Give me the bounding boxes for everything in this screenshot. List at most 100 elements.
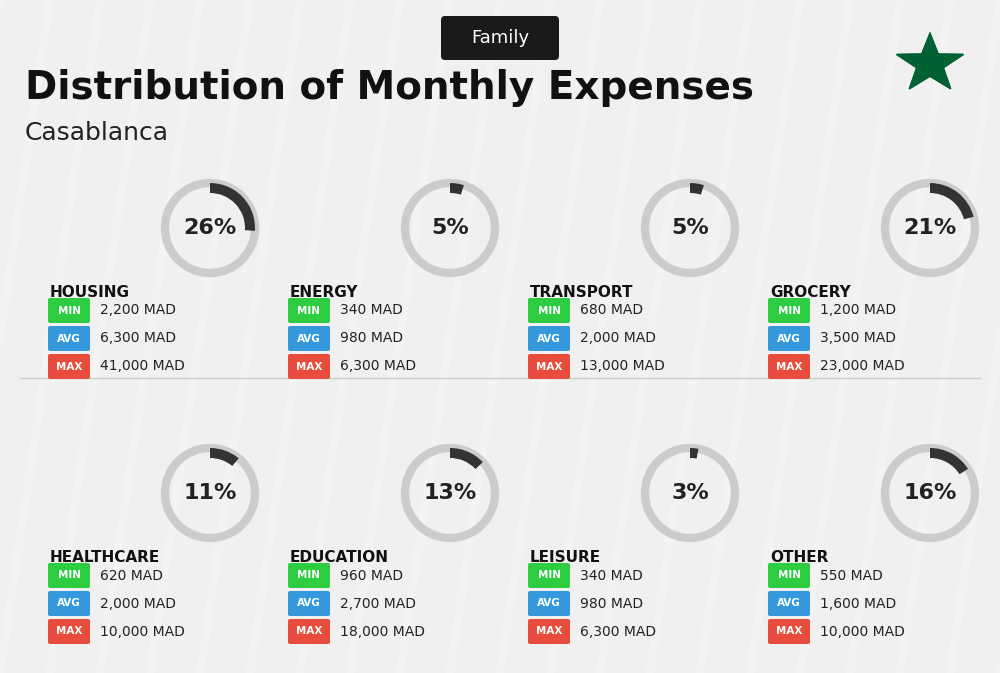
FancyBboxPatch shape	[768, 591, 810, 616]
Text: MIN: MIN	[778, 306, 801, 316]
FancyBboxPatch shape	[48, 619, 90, 644]
FancyBboxPatch shape	[288, 563, 330, 588]
Text: 2,700 MAD: 2,700 MAD	[340, 596, 416, 610]
Text: 340 MAD: 340 MAD	[580, 569, 643, 583]
Text: 2,200 MAD: 2,200 MAD	[100, 304, 176, 318]
Text: ENERGY: ENERGY	[290, 285, 358, 300]
Text: MAX: MAX	[296, 361, 322, 371]
Text: 1,600 MAD: 1,600 MAD	[820, 596, 896, 610]
Text: 3%: 3%	[671, 483, 709, 503]
Text: 26%: 26%	[183, 218, 237, 238]
FancyBboxPatch shape	[48, 563, 90, 588]
Text: MAX: MAX	[536, 361, 562, 371]
Text: Casablanca: Casablanca	[25, 121, 169, 145]
Text: TRANSPORT: TRANSPORT	[530, 285, 634, 300]
Wedge shape	[930, 448, 968, 474]
Wedge shape	[210, 448, 239, 466]
Text: Distribution of Monthly Expenses: Distribution of Monthly Expenses	[25, 69, 754, 107]
FancyBboxPatch shape	[48, 326, 90, 351]
Text: LEISURE: LEISURE	[530, 550, 601, 565]
Wedge shape	[690, 448, 698, 458]
Text: AVG: AVG	[777, 334, 801, 343]
Text: EDUCATION: EDUCATION	[290, 550, 389, 565]
FancyBboxPatch shape	[288, 354, 330, 379]
FancyBboxPatch shape	[768, 298, 810, 323]
Text: MIN: MIN	[538, 306, 561, 316]
Text: 2,000 MAD: 2,000 MAD	[100, 596, 176, 610]
Text: MIN: MIN	[538, 571, 561, 581]
Wedge shape	[450, 183, 464, 194]
Text: AVG: AVG	[777, 598, 801, 608]
Text: 340 MAD: 340 MAD	[340, 304, 403, 318]
Text: 16%: 16%	[903, 483, 957, 503]
FancyBboxPatch shape	[48, 591, 90, 616]
Text: 10,000 MAD: 10,000 MAD	[820, 625, 905, 639]
Text: 2,000 MAD: 2,000 MAD	[580, 332, 656, 345]
Wedge shape	[690, 183, 704, 194]
FancyBboxPatch shape	[528, 563, 570, 588]
FancyBboxPatch shape	[528, 354, 570, 379]
Text: MAX: MAX	[56, 361, 82, 371]
Text: MAX: MAX	[776, 361, 802, 371]
Text: AVG: AVG	[297, 334, 321, 343]
Text: MIN: MIN	[58, 571, 81, 581]
Text: 5%: 5%	[671, 218, 709, 238]
Text: 6,300 MAD: 6,300 MAD	[340, 359, 416, 374]
Wedge shape	[210, 183, 255, 231]
FancyBboxPatch shape	[48, 354, 90, 379]
FancyBboxPatch shape	[288, 619, 330, 644]
Text: AVG: AVG	[537, 598, 561, 608]
FancyBboxPatch shape	[768, 619, 810, 644]
Text: MIN: MIN	[58, 306, 81, 316]
FancyBboxPatch shape	[288, 326, 330, 351]
Text: 5%: 5%	[431, 218, 469, 238]
FancyBboxPatch shape	[528, 326, 570, 351]
Text: 13%: 13%	[423, 483, 477, 503]
Text: MAX: MAX	[56, 627, 82, 637]
Text: 550 MAD: 550 MAD	[820, 569, 883, 583]
Text: 1,200 MAD: 1,200 MAD	[820, 304, 896, 318]
Text: 23,000 MAD: 23,000 MAD	[820, 359, 905, 374]
Text: 41,000 MAD: 41,000 MAD	[100, 359, 185, 374]
Text: MAX: MAX	[536, 627, 562, 637]
Text: 6,300 MAD: 6,300 MAD	[580, 625, 656, 639]
FancyBboxPatch shape	[768, 326, 810, 351]
FancyBboxPatch shape	[528, 619, 570, 644]
Text: 980 MAD: 980 MAD	[340, 332, 403, 345]
Text: MIN: MIN	[298, 571, 320, 581]
Text: MIN: MIN	[298, 306, 320, 316]
Text: 18,000 MAD: 18,000 MAD	[340, 625, 425, 639]
Text: MAX: MAX	[296, 627, 322, 637]
Wedge shape	[450, 448, 483, 469]
Text: Family: Family	[471, 29, 529, 47]
Text: 3,500 MAD: 3,500 MAD	[820, 332, 896, 345]
Text: AVG: AVG	[297, 598, 321, 608]
Text: HOUSING: HOUSING	[50, 285, 130, 300]
FancyBboxPatch shape	[48, 298, 90, 323]
FancyBboxPatch shape	[528, 298, 570, 323]
FancyBboxPatch shape	[288, 591, 330, 616]
Text: GROCERY: GROCERY	[770, 285, 851, 300]
Text: MAX: MAX	[776, 627, 802, 637]
Text: 620 MAD: 620 MAD	[100, 569, 163, 583]
Text: 11%: 11%	[183, 483, 237, 503]
Text: 980 MAD: 980 MAD	[580, 596, 643, 610]
Text: 10,000 MAD: 10,000 MAD	[100, 625, 185, 639]
Text: AVG: AVG	[537, 334, 561, 343]
Text: 6,300 MAD: 6,300 MAD	[100, 332, 176, 345]
Text: OTHER: OTHER	[770, 550, 828, 565]
Polygon shape	[897, 34, 963, 89]
FancyBboxPatch shape	[768, 354, 810, 379]
Text: 960 MAD: 960 MAD	[340, 569, 403, 583]
Text: 680 MAD: 680 MAD	[580, 304, 643, 318]
FancyBboxPatch shape	[288, 298, 330, 323]
Text: 13,000 MAD: 13,000 MAD	[580, 359, 665, 374]
Text: HEALTHCARE: HEALTHCARE	[50, 550, 160, 565]
FancyBboxPatch shape	[441, 16, 559, 60]
Wedge shape	[930, 183, 974, 219]
Text: AVG: AVG	[57, 334, 81, 343]
FancyBboxPatch shape	[768, 563, 810, 588]
Text: AVG: AVG	[57, 598, 81, 608]
Text: 21%: 21%	[903, 218, 957, 238]
FancyBboxPatch shape	[528, 591, 570, 616]
